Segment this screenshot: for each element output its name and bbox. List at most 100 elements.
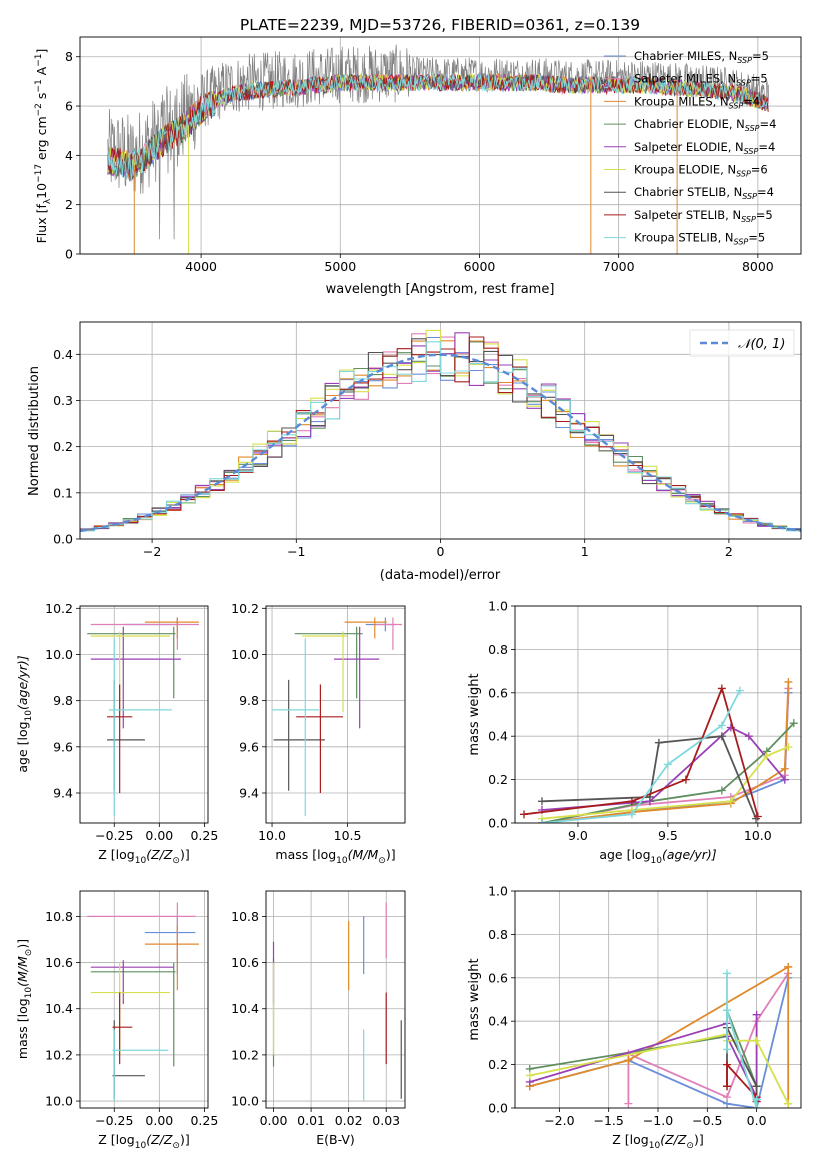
x-tick-label: 9.0 bbox=[568, 828, 588, 843]
age_vs_mass-panel: 10.0 10.5 9.4 9.6 9.8 10.0 10.2 mass [log10(M/M… bbox=[231, 601, 406, 866]
y-tick-label: 10.2 bbox=[45, 601, 73, 616]
x-tick-label: −0.25 bbox=[95, 1113, 133, 1128]
y-tick-label: 0 bbox=[65, 247, 73, 262]
y-tick-label: 9.6 bbox=[239, 739, 259, 754]
data-point-marker bbox=[624, 1056, 633, 1065]
y-tick-label: 10.0 bbox=[231, 647, 259, 662]
data-point-marker bbox=[753, 812, 762, 821]
y-tick-label: 10.6 bbox=[45, 955, 73, 970]
x-tick-label: 0.02 bbox=[335, 1113, 363, 1128]
data-point-marker bbox=[752, 1095, 761, 1104]
legend-label: Kroupa MILES, NSSP=4 bbox=[634, 94, 760, 110]
y-axis-label: mass weight bbox=[467, 673, 482, 755]
data-point-marker bbox=[780, 775, 789, 784]
x-tick-label: 2 bbox=[725, 544, 733, 559]
data-point-marker bbox=[752, 1082, 761, 1091]
legend-label: Chabrier MILES, NSSP=5 bbox=[634, 49, 769, 65]
x-axis-label: (data-model)/error bbox=[380, 568, 501, 583]
y-axis-label: Normed distribution bbox=[27, 366, 42, 496]
y-tick-label: 10.8 bbox=[231, 909, 259, 924]
figure-title: PLATE=2239, MJD=53726, FIBERID=0361, z=0… bbox=[240, 16, 640, 34]
x-tick-label: 5000 bbox=[324, 259, 356, 274]
y-tick-label: 0.0 bbox=[488, 1101, 508, 1116]
spectrum-plot-area bbox=[107, 44, 770, 254]
x-tick-label: 0.00 bbox=[145, 1113, 173, 1128]
x-tick-label: −2.0 bbox=[544, 1113, 574, 1128]
x-tick-label: 0.00 bbox=[260, 1113, 288, 1128]
data-point-marker bbox=[537, 819, 546, 823]
x-tick-label: 10.5 bbox=[334, 828, 362, 843]
data-point-marker bbox=[723, 1060, 732, 1069]
residuals-frame bbox=[79, 321, 802, 540]
data-point-marker bbox=[752, 1010, 761, 1019]
x-tick-label: 7000 bbox=[603, 259, 635, 274]
legend-label: Kroupa ELODIE, NSSP=6 bbox=[634, 163, 768, 179]
residual-histogram bbox=[80, 329, 801, 531]
y-tick-label: 10.0 bbox=[45, 647, 73, 662]
mass_vs_EBV-plot-area bbox=[272, 902, 402, 1102]
y-tick-label: 9.8 bbox=[53, 693, 73, 708]
y-tick-label: 1.0 bbox=[488, 599, 508, 614]
y-tick-label: 10.8 bbox=[45, 909, 73, 924]
residuals-plot-area bbox=[80, 329, 801, 533]
x-axis-label: Z [log10(Z/Z⊙)] bbox=[612, 1132, 703, 1151]
data-point-marker bbox=[784, 677, 793, 686]
y-axis-label: Flux [fλ10−17 erg cm−2 s−1 A−1] bbox=[34, 49, 53, 244]
x-tick-label: −0.5 bbox=[692, 1113, 722, 1128]
x-tick-label: 0.03 bbox=[372, 1113, 400, 1128]
data-point-marker bbox=[723, 1093, 732, 1102]
x-tick-label: 0.01 bbox=[297, 1113, 325, 1128]
data-point-marker bbox=[663, 760, 672, 769]
residual-histogram bbox=[80, 341, 801, 532]
data-point-marker bbox=[537, 797, 546, 806]
y-axis-label: mass [log10(M/M⊙)] bbox=[15, 939, 34, 1059]
y-tick-label: 0.4 bbox=[53, 347, 73, 362]
x-axis-label: E(B-V) bbox=[316, 1132, 355, 1147]
spectrum-panel: 4000 5000 6000 7000 8000 0 2 4 6 8 Chabrier MILES,… bbox=[34, 36, 802, 297]
residuals-panel: −2 −1 0 1 2 0.0 0.1 0.2 0.3 0.4 𝒩(0, 1) (data-model… bbox=[27, 321, 802, 583]
mass-weight-line bbox=[541, 688, 790, 823]
age_vs_Z-plot-area bbox=[87, 617, 199, 817]
x-tick-label: 0.25 bbox=[190, 1113, 218, 1128]
mass_vs_Z-panel: −0.25 0.00 0.25 10.0 10.2 10.4 10.6 10.8 Z [log1… bbox=[15, 890, 218, 1151]
data-point-marker bbox=[752, 1036, 761, 1045]
data-point-marker bbox=[762, 751, 771, 760]
x-axis-label: age [log10(age/yr)] bbox=[599, 847, 716, 866]
x-axis-label: Z [log10(Z/Z⊙)] bbox=[98, 847, 189, 866]
data-point-marker bbox=[744, 732, 753, 741]
x-tick-label: 0.25 bbox=[190, 828, 218, 843]
x-tick-label: 0.0 bbox=[747, 1113, 767, 1128]
y-tick-label: 9.6 bbox=[53, 739, 73, 754]
y-tick-label: 9.8 bbox=[239, 693, 259, 708]
data-point-marker bbox=[525, 1071, 534, 1080]
y-tick-label: 0.0 bbox=[53, 532, 73, 547]
y-tick-label: 4 bbox=[65, 148, 73, 163]
y-tick-label: 0.4 bbox=[488, 729, 508, 744]
x-tick-label: 4000 bbox=[185, 259, 217, 274]
x-tick-label: −1.5 bbox=[594, 1113, 624, 1128]
data-point-marker bbox=[726, 797, 735, 806]
data-point-marker bbox=[784, 1099, 793, 1108]
data-point-marker bbox=[752, 1104, 761, 1108]
x-tick-label: 8000 bbox=[742, 259, 774, 274]
x-tick-label: −0.25 bbox=[95, 828, 133, 843]
model-spectrum-line bbox=[107, 73, 769, 181]
data-point-marker bbox=[789, 719, 798, 728]
legend-label: Salpeter MILES, NSSP=5 bbox=[634, 72, 768, 88]
data-point-marker bbox=[723, 1006, 732, 1015]
mass_vs_EBV-frame bbox=[265, 890, 406, 1109]
y-tick-label: 10.2 bbox=[231, 1047, 259, 1062]
x-axis-label: wavelength [Angstrom, rest frame] bbox=[326, 282, 555, 297]
y-tick-label: 8 bbox=[65, 49, 73, 64]
age_vs_Z-frame bbox=[79, 605, 209, 824]
age_vs_mass-frame bbox=[265, 605, 406, 824]
x-tick-label: 10.0 bbox=[744, 828, 772, 843]
y-tick-label: 0.3 bbox=[53, 393, 73, 408]
mass_weight_vs_Z-panel: −2.0 −1.5 −1.0 −0.5 0.0 0.0 0.2 0.4 0.6 0.8 1.0 Z [… bbox=[467, 884, 802, 1151]
y-axis-label: mass weight bbox=[467, 958, 482, 1040]
y-tick-label: 0.2 bbox=[488, 772, 508, 787]
data-point-marker bbox=[624, 1099, 633, 1108]
data-point-marker bbox=[681, 775, 690, 784]
y-tick-label: 0.2 bbox=[488, 1057, 508, 1072]
y-tick-label: 0.1 bbox=[53, 485, 73, 500]
